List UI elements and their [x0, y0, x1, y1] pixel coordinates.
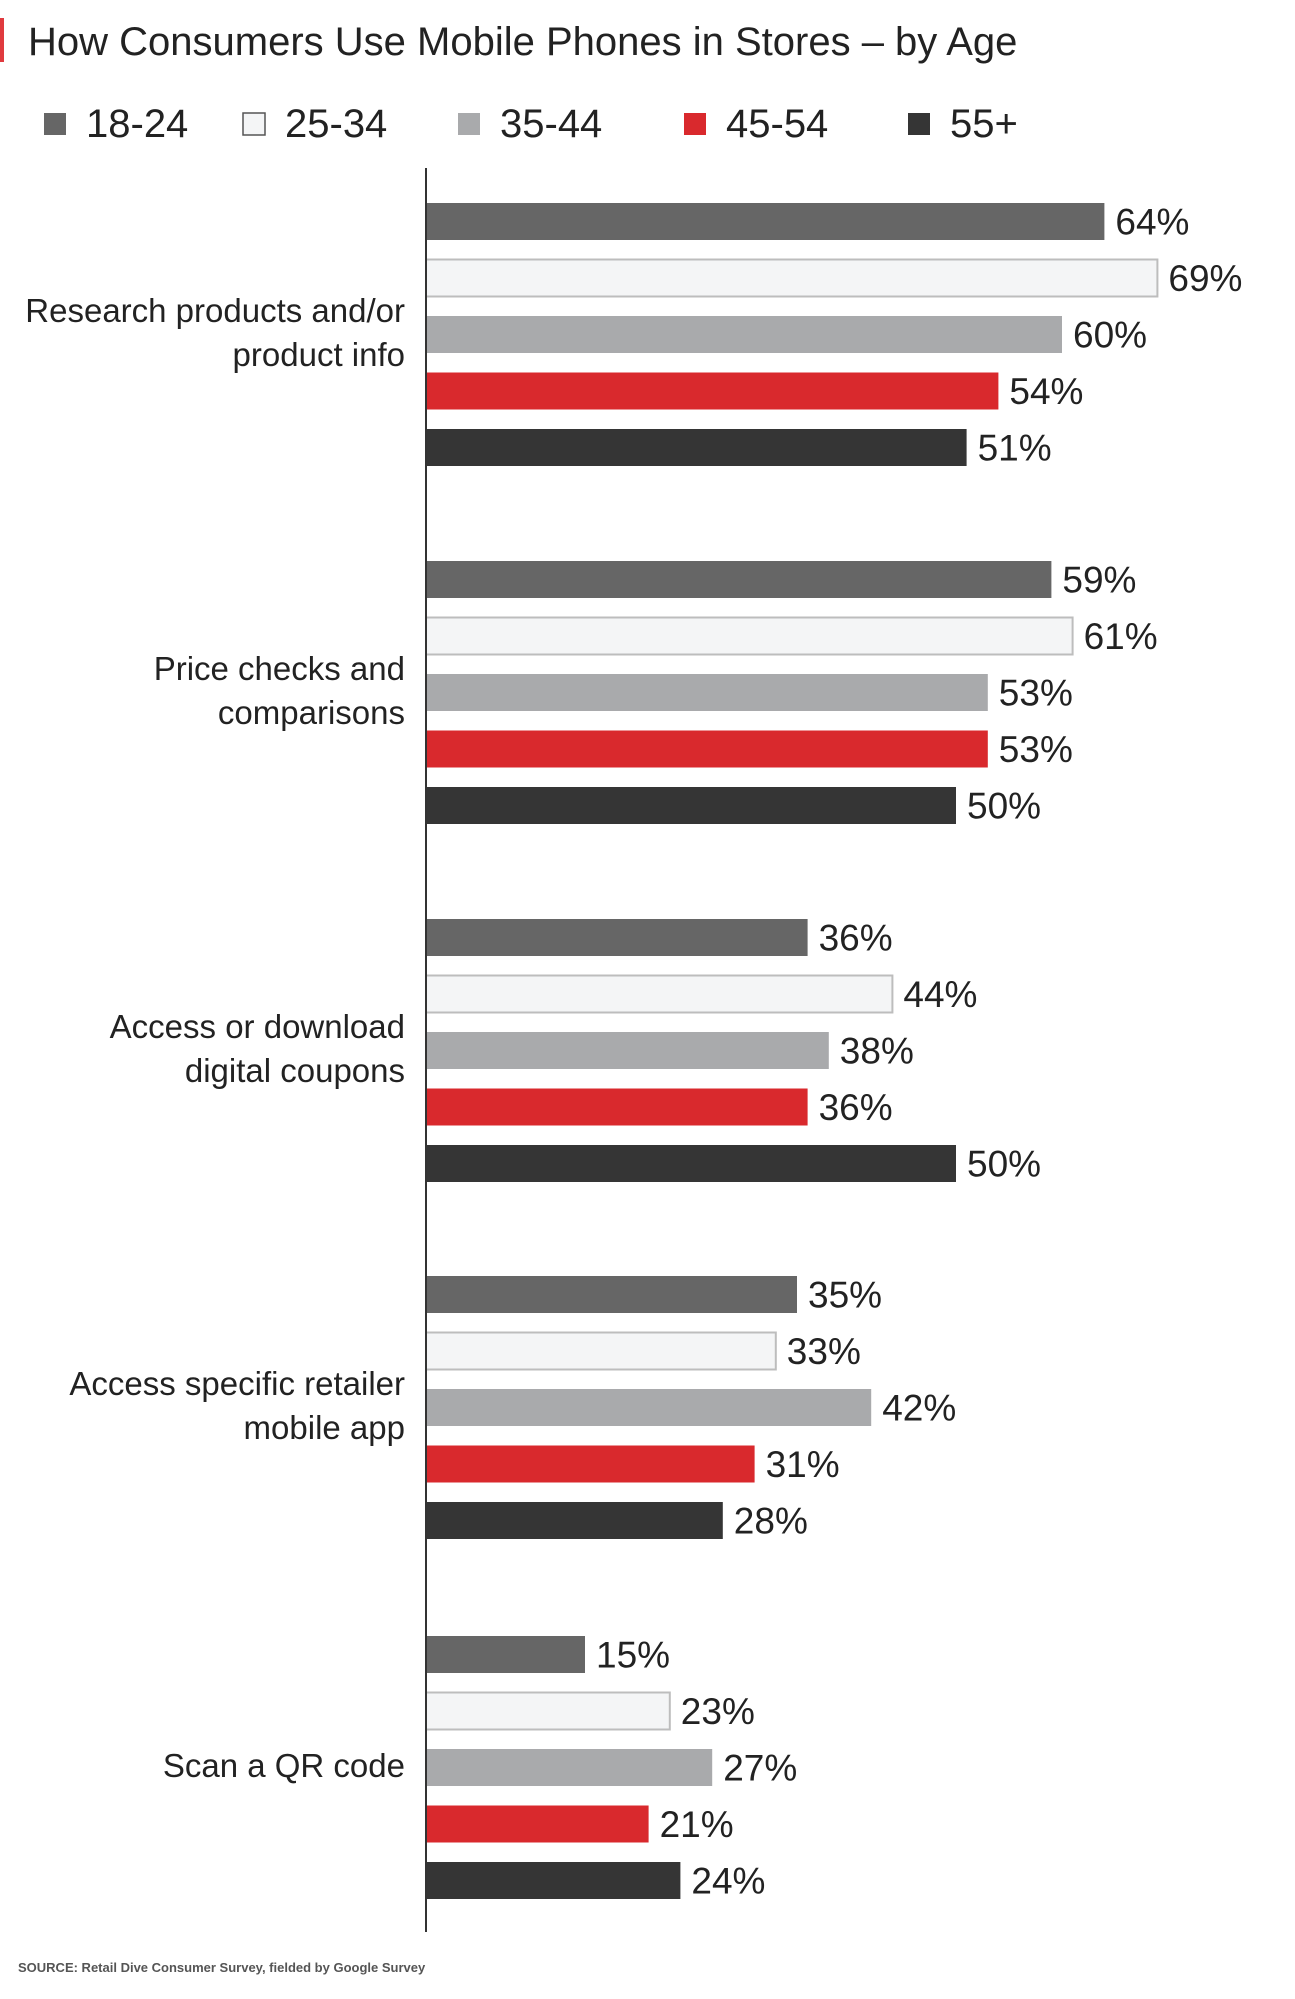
value-label-45-54-cat3: 36% [819, 1087, 893, 1128]
bar-35-44-cat3 [426, 1032, 829, 1069]
bar-45-54-cat1 [426, 372, 999, 410]
bar-25-34-cat3 [425, 974, 894, 1014]
value-label-55+-cat1: 51% [978, 428, 1052, 469]
bar-18-24-cat5 [426, 1636, 585, 1673]
bar-35-44-cat4 [426, 1389, 872, 1426]
category-label-1-line-2: product info [233, 336, 405, 373]
bar-35-44-cat5 [426, 1749, 713, 1786]
value-label-18-24-cat4: 35% [808, 1275, 882, 1316]
bar-25-34-cat4 [425, 1331, 777, 1371]
value-label-55+-cat2: 50% [967, 786, 1041, 827]
bar-45-54-cat2 [426, 730, 988, 768]
chart-title: How Consumers Use Mobile Phones in Store… [28, 20, 1018, 64]
value-label-45-54-cat5: 21% [660, 1804, 734, 1845]
value-label-35-44-cat2: 53% [999, 673, 1073, 714]
value-label-25-34-cat2: 61% [1084, 616, 1158, 657]
bars: 64%69%60%54%51%59%61%53%53%50%36%44%38%3… [425, 202, 1242, 1902]
value-label-18-24-cat5: 15% [596, 1635, 670, 1676]
value-label-45-54-cat1: 54% [1009, 371, 1083, 412]
bar-55+-cat5 [426, 1862, 681, 1899]
legend-swatch-45-54 [684, 113, 706, 135]
legend-label-55+: 55+ [950, 102, 1018, 146]
bar-55+-cat3 [426, 1145, 956, 1182]
bar-18-24-cat4 [426, 1276, 797, 1313]
bar-35-44-cat2 [426, 674, 988, 711]
bar-55+-cat2 [426, 787, 956, 824]
category-label-2-line-1: Price checks and [154, 650, 405, 687]
legend-swatch-25-34 [242, 112, 266, 136]
legend-swatch-55+ [908, 113, 930, 135]
bar-35-44-cat1 [426, 316, 1062, 353]
bar-25-34-cat1 [425, 258, 1159, 298]
legend-label-18-24: 18-24 [86, 102, 188, 146]
bar-45-54-cat5 [426, 1805, 649, 1843]
bar-18-24-cat3 [426, 919, 808, 956]
legend-label-45-54: 45-54 [726, 102, 828, 146]
bar-55+-cat4 [426, 1502, 723, 1539]
bar-25-34-cat5 [425, 1691, 671, 1731]
legend-label-25-34: 25-34 [285, 102, 387, 146]
value-label-35-44-cat5: 27% [723, 1748, 797, 1789]
bar-18-24-cat1 [426, 203, 1105, 240]
value-label-55+-cat3: 50% [967, 1144, 1041, 1185]
bar-18-24-cat2 [426, 561, 1052, 598]
value-label-55+-cat5: 24% [691, 1861, 765, 1902]
legend-swatch-35-44 [458, 113, 480, 135]
legend-swatch-18-24 [44, 113, 66, 135]
value-label-25-34-cat1: 69% [1168, 258, 1242, 299]
value-label-45-54-cat4: 31% [766, 1444, 840, 1485]
bar-55+-cat1 [426, 429, 967, 466]
category-label-5-line-1: Scan a QR code [163, 1747, 405, 1784]
value-label-35-44-cat1: 60% [1073, 315, 1147, 356]
legend-label-35-44: 35-44 [500, 102, 602, 146]
category-label-2-line-2: comparisons [218, 694, 405, 731]
value-label-25-34-cat3: 44% [903, 974, 977, 1015]
bar-45-54-cat4 [426, 1445, 755, 1483]
value-label-35-44-cat4: 42% [882, 1388, 956, 1429]
value-label-25-34-cat5: 23% [681, 1691, 755, 1732]
bar-25-34-cat2 [425, 616, 1074, 656]
value-label-55+-cat4: 28% [734, 1501, 808, 1542]
category-label-4-line-2: mobile app [244, 1409, 405, 1446]
value-label-18-24-cat3: 36% [819, 918, 893, 959]
category-labels: Research products and/or product info Pric… [25, 292, 405, 1784]
category-label-1-line-1: Research products and/or [25, 292, 405, 329]
legend: 18-24 25-34 35-44 45-54 55+ [44, 102, 1018, 146]
category-label-4-line-1: Access specific retailer [69, 1365, 405, 1402]
value-label-45-54-cat2: 53% [999, 729, 1073, 770]
title-accent-bar [0, 18, 4, 62]
category-label-3-line-2: digital coupons [185, 1052, 405, 1089]
bar-45-54-cat3 [426, 1088, 808, 1126]
value-label-18-24-cat2: 59% [1062, 560, 1136, 601]
value-label-35-44-cat3: 38% [840, 1031, 914, 1072]
category-label-3-line-1: Access or download [110, 1008, 405, 1045]
source-note: SOURCE: Retail Dive Consumer Survey, fie… [18, 1960, 426, 1975]
value-label-18-24-cat1: 64% [1115, 202, 1189, 243]
value-label-25-34-cat4: 33% [787, 1331, 861, 1372]
